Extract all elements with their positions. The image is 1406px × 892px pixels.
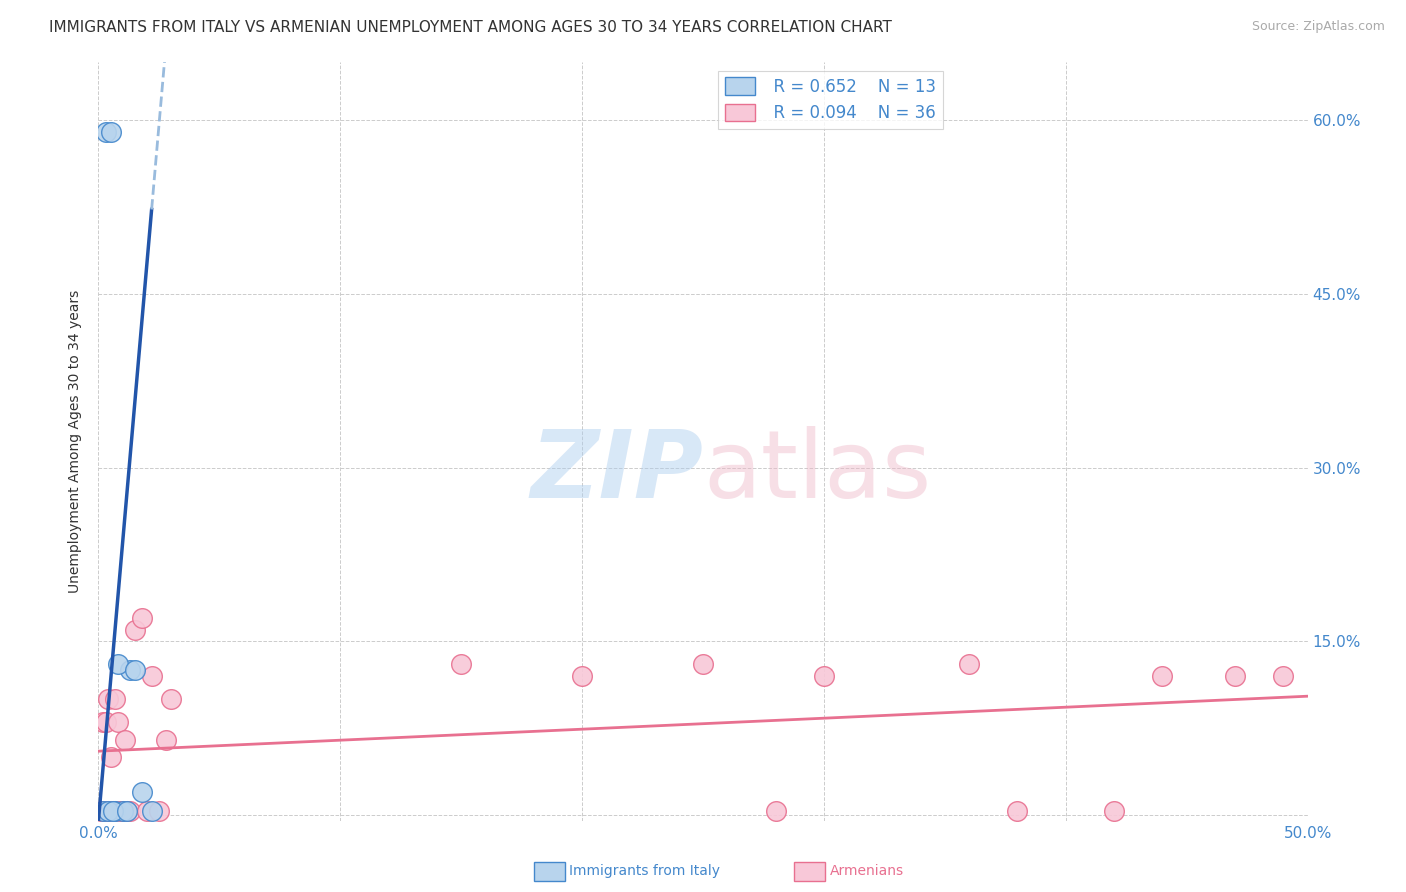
Point [97,805,120,819]
Point [135,805,157,819]
Point [104,805,127,819]
Point [124,623,146,637]
Y-axis label: Unemployment Among Ages 30 to 34 years: Unemployment Among Ages 30 to 34 years [69,290,83,593]
Text: ZIP: ZIP [530,425,703,518]
Point [141,669,163,683]
Point [957,657,980,672]
Point [94,715,117,730]
Point [450,657,472,672]
Point [571,669,593,683]
Point [1007,805,1029,819]
Point [100,750,122,764]
Point [100,805,122,819]
Point [1102,805,1125,819]
Point [124,663,146,677]
Point [107,715,129,730]
Point [148,805,170,819]
Point [118,805,141,819]
Point [117,805,139,819]
Point [813,669,835,683]
Point [101,805,124,819]
Point [104,805,127,819]
Point [104,692,127,706]
Point [101,805,124,819]
Point [100,125,122,139]
Point [141,805,163,819]
Legend:   R = 0.652    N = 13,   R = 0.094    N = 36: R = 0.652 N = 13, R = 0.094 N = 36 [718,70,942,128]
Point [91,805,114,819]
Point [91,805,114,819]
Point [118,663,141,677]
Point [107,657,129,672]
Point [692,657,714,672]
Point [91,715,114,730]
Point [108,805,131,819]
Text: Immigrants from Italy: Immigrants from Italy [569,864,720,879]
Point [94,805,117,819]
Point [1223,669,1246,683]
Point [131,611,153,625]
Point [155,732,177,747]
Text: atlas: atlas [703,425,931,518]
Point [1272,669,1295,683]
Text: Source: ZipAtlas.com: Source: ZipAtlas.com [1251,20,1385,33]
Point [1152,669,1174,683]
Point [765,805,787,819]
Point [114,732,136,747]
Point [160,692,183,706]
Point [111,805,134,819]
Point [97,692,120,706]
Point [111,805,134,819]
Text: Armenians: Armenians [830,864,904,879]
Point [97,805,120,819]
Point [131,785,153,799]
Point [90,805,112,819]
Point [94,125,117,139]
Point [117,805,139,819]
Text: IMMIGRANTS FROM ITALY VS ARMENIAN UNEMPLOYMENT AMONG AGES 30 TO 34 YEARS CORRELA: IMMIGRANTS FROM ITALY VS ARMENIAN UNEMPL… [49,20,891,35]
